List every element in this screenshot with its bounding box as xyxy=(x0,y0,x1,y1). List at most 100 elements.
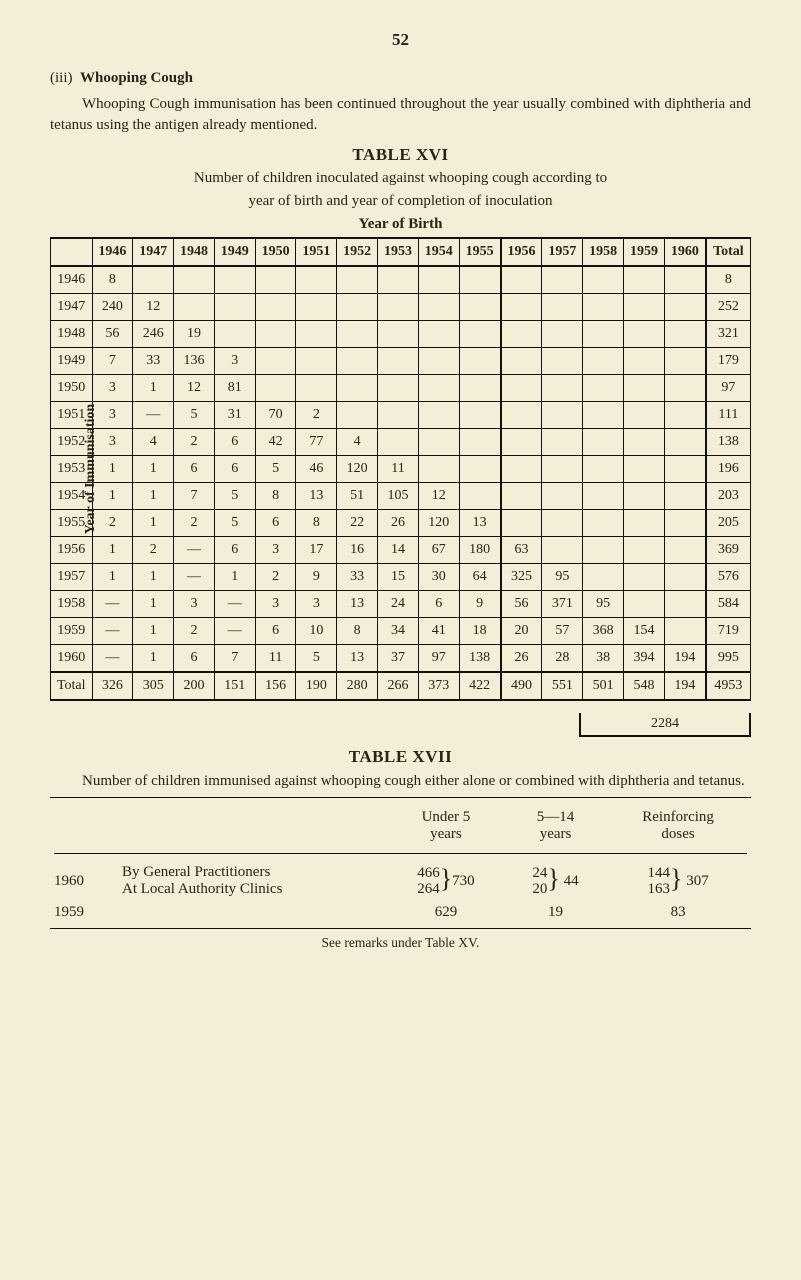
table-cell xyxy=(542,293,583,320)
table-cell: 501 xyxy=(583,672,624,700)
table-cell xyxy=(337,293,378,320)
table-cell xyxy=(583,563,624,590)
table-cell xyxy=(542,347,583,374)
table-cell xyxy=(664,563,705,590)
table-cell xyxy=(214,320,255,347)
table-cell: 6 xyxy=(214,536,255,563)
table-cell xyxy=(378,347,419,374)
col-header: 1949 xyxy=(214,238,255,266)
table16-sumbox-wrap: 2284 xyxy=(50,713,751,737)
table-cell: 200 xyxy=(174,672,215,700)
table-cell xyxy=(624,293,665,320)
table16: 1946194719481949195019511952195319541955… xyxy=(50,237,751,701)
table-cell xyxy=(501,455,542,482)
table-cell: 6 xyxy=(174,644,215,672)
table-cell: 369 xyxy=(706,536,751,563)
table-cell: 5 xyxy=(296,644,337,672)
table-cell: 373 xyxy=(418,672,459,700)
corner-cell xyxy=(51,238,93,266)
table-cell: 1 xyxy=(133,509,174,536)
row-header: 1958 xyxy=(51,590,93,617)
table-cell: 18 xyxy=(459,617,500,644)
table-cell: 305 xyxy=(133,672,174,700)
table-cell: 56 xyxy=(92,320,133,347)
row-header: 1956 xyxy=(51,536,93,563)
rule xyxy=(50,797,751,798)
table-cell: 548 xyxy=(624,672,665,700)
table-cell xyxy=(296,320,337,347)
table-cell xyxy=(624,266,665,294)
row-header: 1959 xyxy=(51,617,93,644)
table-cell xyxy=(459,455,500,482)
table-cell xyxy=(583,401,624,428)
table-cell: 97 xyxy=(706,374,751,401)
col-header: 1956 xyxy=(501,238,542,266)
table-cell xyxy=(501,401,542,428)
table-cell xyxy=(542,374,583,401)
table-cell: 97 xyxy=(418,644,459,672)
brace-icon: } xyxy=(670,871,682,887)
table-cell: — xyxy=(133,401,174,428)
table-cell: — xyxy=(174,563,215,590)
table16-wrap: Year of Immunisation 1946194719481949195… xyxy=(50,237,751,701)
table-cell: 1 xyxy=(133,644,174,672)
cell: 19 xyxy=(506,901,605,924)
table-cell: 6 xyxy=(418,590,459,617)
table16-row-axis-label: Year of Immunisation xyxy=(83,404,99,534)
table-cell xyxy=(214,293,255,320)
row-header: Total xyxy=(51,672,93,700)
table-cell: 5 xyxy=(214,509,255,536)
table-cell: 422 xyxy=(459,672,500,700)
table-cell: 280 xyxy=(337,672,378,700)
row-header: 1946 xyxy=(51,266,93,294)
hdr-514: 5—14 xyxy=(537,809,575,825)
table-cell xyxy=(624,347,665,374)
table-cell: 12 xyxy=(418,482,459,509)
table-cell xyxy=(542,455,583,482)
table-cell xyxy=(214,266,255,294)
table-cell xyxy=(418,374,459,401)
table-cell: 95 xyxy=(583,590,624,617)
cell: 20 xyxy=(532,881,547,897)
cell: 264 xyxy=(417,881,440,897)
row-header: 1960 xyxy=(51,644,93,672)
table-cell: — xyxy=(92,617,133,644)
table-cell xyxy=(337,374,378,401)
section-num: (iii) xyxy=(50,70,73,86)
table-cell: 37 xyxy=(378,644,419,672)
table-cell: 179 xyxy=(706,347,751,374)
table-cell xyxy=(664,428,705,455)
col-header: Total xyxy=(706,238,751,266)
table-cell xyxy=(542,401,583,428)
table-cell: 194 xyxy=(664,644,705,672)
table-cell: 67 xyxy=(418,536,459,563)
table-cell: 34 xyxy=(378,617,419,644)
table-cell xyxy=(296,347,337,374)
table-cell: 1 xyxy=(133,563,174,590)
col-header: 1948 xyxy=(174,238,215,266)
table-cell: 6 xyxy=(214,428,255,455)
table-cell: 326 xyxy=(92,672,133,700)
table-cell: 31 xyxy=(214,401,255,428)
table-cell xyxy=(664,617,705,644)
rule xyxy=(54,853,747,854)
table-cell: 8 xyxy=(92,266,133,294)
table-cell: 111 xyxy=(706,401,751,428)
table-cell: 3 xyxy=(255,590,296,617)
table-cell: 8 xyxy=(337,617,378,644)
table-cell xyxy=(459,428,500,455)
table-cell: — xyxy=(92,644,133,672)
table-cell xyxy=(459,293,500,320)
table-cell xyxy=(378,266,419,294)
table-cell: 2 xyxy=(133,536,174,563)
col-header: 1955 xyxy=(459,238,500,266)
table-cell: 46 xyxy=(296,455,337,482)
table-cell xyxy=(418,320,459,347)
table-cell: 38 xyxy=(583,644,624,672)
table-cell: 57 xyxy=(542,617,583,644)
table-cell xyxy=(624,455,665,482)
table-cell: 7 xyxy=(214,644,255,672)
table-cell xyxy=(664,455,705,482)
cell: 307 xyxy=(686,872,709,888)
cell: 466 xyxy=(417,865,440,881)
